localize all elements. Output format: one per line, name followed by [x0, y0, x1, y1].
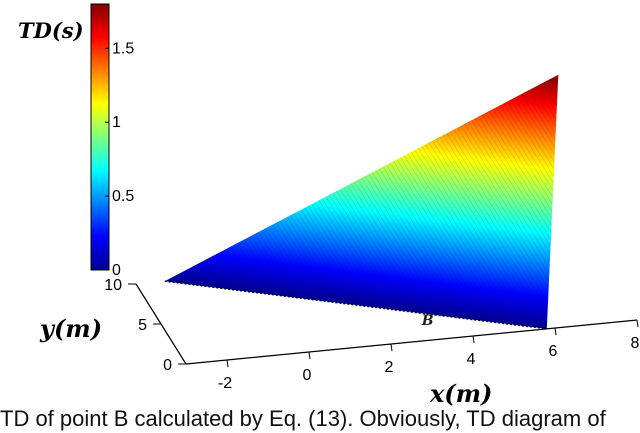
y-tick-label: 0	[163, 357, 172, 374]
y-tick-label: 10	[104, 277, 122, 294]
x-tick-label: -2	[218, 375, 232, 392]
x-tick-mark	[390, 343, 393, 352]
y-axis-ticks: 0 5 10	[104, 277, 186, 374]
surface-front-edge	[164, 280, 547, 330]
x-tick-mark	[472, 335, 475, 344]
figure-caption: TD of point B calculated by Eq. (13). Ob…	[0, 406, 606, 431]
colorbar-tick-label: 1.5	[112, 40, 134, 57]
td-surface-chart: TD(s) 0 0.5 1 1.5 -2 0 2 4 6 8 0 5 10 x(m) y(m) B	[18, 3, 640, 408]
x-tick-label: 2	[385, 359, 394, 376]
surface-mesh	[164, 74, 559, 329]
x-axis-label: x(m)	[429, 379, 492, 408]
colorbar: TD(s) 0 0.5 1 1.5	[18, 3, 134, 279]
x-tick-mark	[308, 351, 311, 360]
surface	[164, 74, 559, 330]
colorbar-gradient	[90, 3, 110, 271]
colorbar-tick-label: 0	[112, 262, 121, 279]
colorbar-ticks: 0 0.5 1 1.5	[105, 40, 134, 279]
x-tick-mark	[554, 327, 557, 336]
y-axis-label: y(m)	[39, 314, 102, 343]
y-tick-label: 5	[138, 317, 147, 334]
x-tick-label: 4	[467, 351, 476, 368]
x-tick-label: 0	[303, 367, 312, 384]
colorbar-title: TD(s)	[18, 18, 84, 43]
point-b-label: B	[421, 313, 434, 329]
x-tick-mark	[226, 359, 229, 368]
axes: -2 0 2 4 6 8 0 5 10 x(m) y(m)	[39, 277, 640, 408]
x-axis-ticks: -2 0 2 4 6 8	[218, 319, 640, 392]
colorbar-tick-label: 1	[112, 114, 121, 131]
x-tick-mark	[636, 319, 639, 328]
x-tick-label: 6	[549, 343, 558, 360]
colorbar-tick-label: 0.5	[112, 188, 134, 205]
x-tick-label: 8	[631, 335, 640, 352]
x-axis-line	[185, 319, 638, 365]
